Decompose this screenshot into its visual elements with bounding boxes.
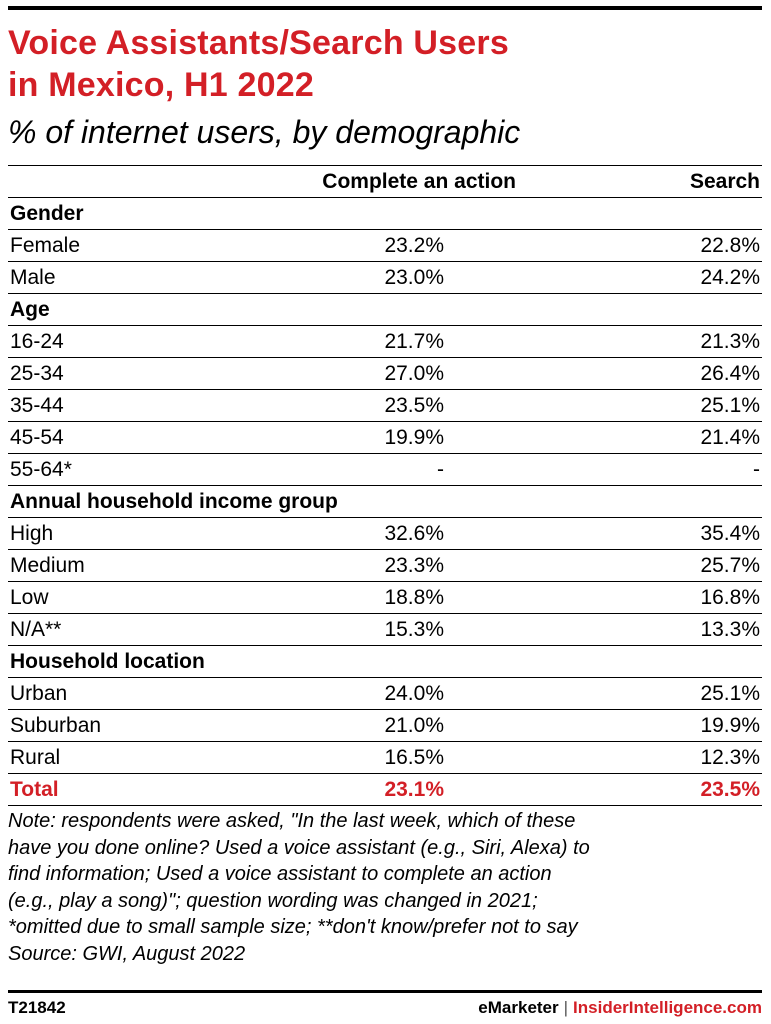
table-row: 25-34 27.0% 26.4%	[8, 357, 762, 389]
table-row: High 32.6% 35.4%	[8, 517, 762, 549]
row-label: 25-34	[10, 362, 64, 385]
search-value: -	[753, 458, 760, 481]
complete-action-value: 18.8%	[384, 586, 444, 609]
row-label: High	[10, 522, 54, 545]
group-label: Age	[10, 298, 50, 321]
complete-action-value: 15.3%	[384, 618, 444, 641]
complete-action-value: 19.9%	[384, 426, 444, 449]
complete-action-value: 21.7%	[384, 330, 444, 353]
total-label: Total	[10, 778, 59, 801]
complete-action-value: 16.5%	[384, 746, 444, 769]
column-header-complete-action: Complete an action	[322, 170, 516, 193]
table-row: 35-44 23.5% 25.1%	[8, 389, 762, 421]
row-label: 16-24	[10, 330, 64, 353]
search-value: 16.8%	[700, 586, 760, 609]
row-label: Urban	[10, 682, 68, 705]
search-value: 22.8%	[700, 234, 760, 257]
note-line: find information; Used a voice assistant…	[8, 863, 552, 885]
note-line: have you done online? Used a voice assis…	[8, 836, 590, 859]
row-label: Medium	[10, 554, 85, 577]
table-row: 16-24 21.7% 21.3%	[8, 325, 762, 357]
chart-title-line1: Voice Assistants/Search Users	[8, 24, 509, 62]
table-row: Low 18.8% 16.8%	[8, 581, 762, 613]
table-row: Rural 16.5% 12.3%	[8, 741, 762, 773]
table-header: Complete an action Search	[8, 166, 762, 197]
brand-emarketer: eMarketer	[478, 998, 559, 1017]
row-label: Rural	[10, 746, 61, 769]
chart-title-line2: in Mexico, H1 2022	[8, 66, 314, 104]
complete-action-value: 23.3%	[384, 554, 444, 577]
chart-title: Voice Assistants/Search Users in Mexico,…	[8, 22, 762, 106]
chart-subtitle: % of internet users, by demographic	[8, 114, 521, 150]
table-row: N/A** 15.3% 13.3%	[8, 613, 762, 645]
search-value: 25.7%	[700, 554, 760, 577]
complete-action-value: 23.5%	[384, 394, 444, 417]
group-header-row: Household location	[8, 645, 762, 677]
search-value: 25.1%	[700, 682, 760, 705]
row-label: 35-44	[10, 394, 64, 417]
search-value: 19.9%	[700, 714, 760, 737]
group-label: Household location	[10, 650, 205, 673]
complete-action-value: 23.0%	[384, 266, 444, 289]
search-value: 12.3%	[700, 746, 760, 769]
row-label: N/A**	[10, 618, 62, 641]
search-value: 21.3%	[700, 330, 760, 353]
group-label: Gender	[10, 202, 84, 225]
group-label: Annual household income group	[10, 490, 338, 513]
search-value: 35.4%	[700, 522, 760, 545]
total-complete-action-value: 23.1%	[384, 778, 444, 801]
complete-action-value: 24.0%	[384, 682, 444, 705]
complete-action-value: 27.0%	[384, 362, 444, 385]
table-row: 55-64* - -	[8, 453, 762, 485]
group-header-row: Age	[8, 293, 762, 325]
brand-separator: |	[563, 998, 569, 1017]
search-value: 13.3%	[700, 618, 760, 641]
row-label: 45-54	[10, 426, 64, 449]
table-row: Urban 24.0% 25.1%	[8, 677, 762, 709]
table-row: Female 23.2% 22.8%	[8, 229, 762, 261]
total-search-value: 23.5%	[700, 778, 760, 801]
column-header-search: Search	[689, 170, 760, 193]
row-label: 55-64*	[10, 458, 72, 481]
bottom-rule	[8, 990, 762, 993]
data-table: Complete an action Search Gender Female 23…	[8, 165, 762, 806]
table-body: Gender Female 23.2% 22.8% Male 23.0% 24.2% Age 1…	[8, 197, 762, 806]
complete-action-value: 21.0%	[384, 714, 444, 737]
chart-id: T21842	[8, 998, 66, 1017]
table-row: Suburban 21.0% 19.9%	[8, 709, 762, 741]
footer-brand: eMarketer | InsiderIntelligence.com	[478, 996, 762, 1020]
row-label: Suburban	[10, 714, 102, 737]
top-rule	[8, 6, 762, 10]
total-row: Total 23.1% 23.5%	[8, 773, 762, 806]
note-line: *omitted due to small sample size; **don…	[8, 916, 578, 938]
complete-action-value: 32.6%	[384, 522, 444, 545]
group-header-row: Gender	[8, 197, 762, 229]
table-row: 45-54 19.9% 21.4%	[8, 421, 762, 453]
complete-action-value: 23.2%	[384, 234, 444, 257]
source-line: Source: GWI, August 2022	[8, 942, 246, 965]
note-line: (e.g., play a song)"; question wording w…	[8, 889, 538, 912]
search-value: 24.2%	[700, 266, 760, 289]
table-row: Medium 23.3% 25.7%	[8, 549, 762, 581]
table-row: Male 23.0% 24.2%	[8, 261, 762, 293]
search-value: 21.4%	[700, 426, 760, 449]
search-value: 25.1%	[700, 394, 760, 417]
brand-insider-intelligence: InsiderIntelligence.com	[573, 998, 762, 1017]
note-line: Note: respondents were asked, "In the la…	[8, 810, 576, 832]
group-header-row: Annual household income group	[8, 485, 762, 517]
row-label: Low	[10, 586, 49, 609]
complete-action-value: -	[437, 458, 444, 481]
search-value: 26.4%	[700, 362, 760, 385]
row-label: Male	[10, 266, 56, 289]
row-label: Female	[10, 234, 81, 257]
footnote: Note: respondents were asked, "In the la…	[8, 808, 764, 967]
